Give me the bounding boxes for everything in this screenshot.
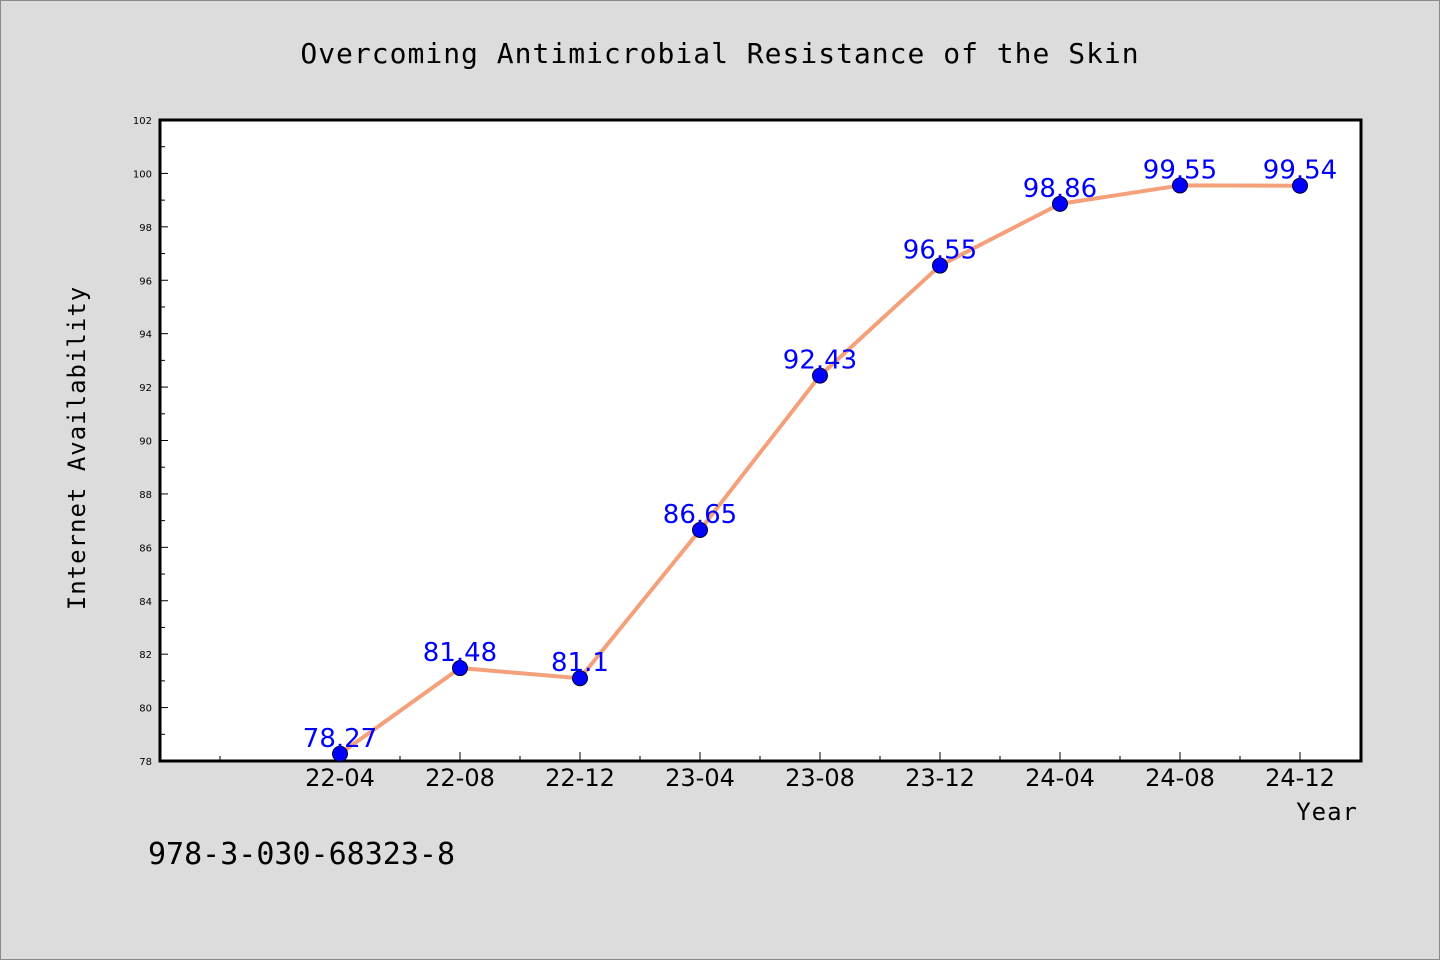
x-tick-label: 23-08	[785, 764, 855, 792]
data-label: 81.1	[551, 648, 609, 678]
x-tick-label: 24-08	[1145, 764, 1215, 792]
y-tick-label: 100	[133, 169, 152, 180]
y-tick-label: 92	[139, 383, 152, 394]
data-point	[692, 521, 708, 538]
data-label: 98.86	[1023, 174, 1097, 204]
y-tick-label: 102	[133, 116, 152, 127]
x-axis-title: Year	[1296, 798, 1358, 826]
data-label: 96.55	[903, 236, 977, 266]
x-tick-label: 22-04	[305, 764, 375, 792]
y-tick-label: 98	[139, 223, 152, 234]
chart-title: Overcoming Antimicrobial Resistance of t…	[300, 37, 1139, 70]
x-tick-label: 22-08	[425, 764, 495, 792]
data-point	[1052, 195, 1068, 212]
x-tick-label: 23-12	[905, 764, 975, 792]
x-tick-label: 23-04	[665, 764, 735, 792]
y-tick-label: 96	[139, 276, 152, 287]
data-label: 86.65	[663, 500, 737, 530]
series-group: 78.27 81.48 81.1 86.65 92.43 96.55 98.86 99.55 9…	[303, 155, 1337, 762]
data-point	[932, 257, 948, 274]
y-tick-label: 80	[139, 704, 152, 715]
plot-area	[158, 118, 1363, 763]
y-tick-label: 82	[139, 650, 152, 661]
y-tick-label: 90	[139, 437, 152, 448]
data-label: 81.48	[423, 638, 497, 668]
data-label: 92.43	[783, 346, 857, 376]
y-tick-label: 88	[139, 490, 152, 501]
y-tick-label: 94	[139, 330, 152, 341]
x-axis-ticks: 22-04 22-08 22-12 23-04 23-08 23-12 24-04 24-08…	[219, 752, 1335, 792]
data-label: 78.27	[303, 724, 377, 754]
x-tick-label: 24-04	[1025, 764, 1095, 792]
footer-code: 978-3-030-68323-8	[148, 837, 455, 872]
y-axis-title: Internet Availability	[63, 286, 91, 610]
data-point	[1172, 177, 1188, 194]
data-point	[452, 660, 468, 677]
y-tick-label: 84	[139, 597, 152, 608]
y-tick-label: 86	[139, 543, 152, 554]
data-point	[1292, 177, 1308, 194]
data-label: 99.55	[1143, 155, 1217, 185]
data-point	[812, 367, 828, 384]
data-point	[572, 670, 588, 687]
y-axis-ticks: 78 80 82 84 86 88 90 92 94 96 98 100 102	[133, 116, 168, 768]
x-tick-label: 22-12	[545, 764, 615, 792]
y-tick-label: 78	[139, 757, 152, 768]
data-point	[332, 745, 348, 762]
x-tick-label: 24-12	[1265, 764, 1335, 792]
data-label: 99.54	[1263, 156, 1337, 186]
